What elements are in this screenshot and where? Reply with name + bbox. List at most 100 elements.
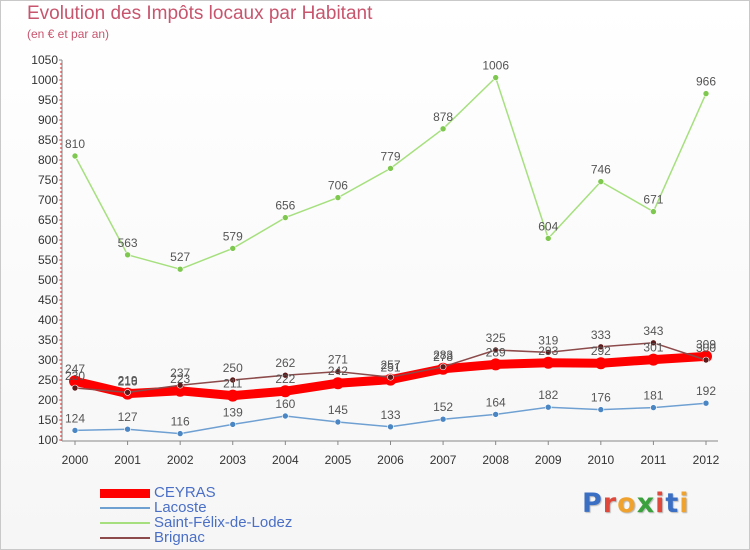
y-tick-label: 200 (38, 393, 58, 407)
data-label-ceyras: 293 (538, 344, 558, 358)
data-label-ceyras: 216 (118, 375, 138, 389)
data-point-brignac (71, 384, 79, 392)
x-tick-label: 2003 (219, 453, 246, 467)
data-label-ceyras: 292 (591, 344, 611, 358)
x-tick-label: 2009 (535, 453, 562, 467)
data-point-saint-felix-de-lodez (650, 208, 657, 215)
data-point-ceyras (174, 384, 187, 397)
y-tick-label: 100 (38, 433, 58, 447)
data-point-saint-felix-de-lodez (124, 251, 131, 259)
y-tick-label: 1050 (31, 53, 58, 67)
data-point-saint-felix-de-lodez (439, 125, 447, 133)
legend-label: Lacoste (154, 499, 207, 516)
y-tick-label: 700 (38, 193, 58, 207)
logo-letter: i (655, 488, 666, 519)
proxiti-logo: Proxiti (582, 488, 690, 519)
data-point-brignac (387, 373, 394, 381)
data-label-brignac: 300 (696, 341, 716, 355)
data-label-ceyras: 278 (433, 350, 453, 364)
data-label-ceyras: 223 (170, 372, 190, 386)
x-tick-label: 2007 (430, 453, 457, 467)
data-label-brignac: 230 (65, 369, 85, 383)
data-point-brignac (702, 356, 710, 364)
data-point-brignac (176, 381, 184, 389)
data-label-brignac: 257 (380, 358, 400, 372)
data-point-saint-felix-de-lodez (176, 265, 184, 273)
data-label-saint-felix-de-lodez: 604 (538, 219, 558, 233)
x-tick-label: 2006 (377, 453, 404, 467)
y-tick-label: 250 (38, 373, 58, 387)
y-tick-label: 400 (38, 313, 58, 327)
logo-letter: o (617, 488, 637, 519)
data-label-lacoste: 127 (118, 410, 138, 424)
y-tick-label: 550 (38, 253, 58, 267)
data-point-brignac (439, 363, 447, 371)
data-point-ceyras (542, 356, 555, 369)
data-label-brignac: 250 (223, 361, 243, 375)
data-label-saint-felix-de-lodez: 671 (643, 193, 663, 207)
x-tick-label: 2001 (114, 453, 141, 467)
data-point-brignac (124, 389, 131, 396)
x-tick-label: 2004 (272, 453, 299, 467)
data-label-saint-felix-de-lodez: 706 (328, 179, 348, 193)
data-point-saint-felix-de-lodez (229, 245, 237, 252)
legend-label: Saint-Félix-de-Lodez (154, 514, 293, 531)
data-label-saint-felix-de-lodez: 779 (380, 149, 400, 163)
data-point-lacoste (439, 415, 447, 423)
legend-swatch (100, 537, 150, 539)
data-point-saint-felix-de-lodez (387, 165, 394, 172)
data-point-ceyras (331, 377, 344, 390)
data-label-saint-felix-de-lodez: 527 (170, 250, 190, 264)
data-point-lacoste (334, 418, 342, 426)
data-label-lacoste: 139 (223, 405, 243, 419)
x-tick-label: 2008 (482, 453, 509, 467)
data-label-saint-felix-de-lodez: 966 (696, 75, 716, 89)
y-tick-label: 750 (38, 173, 58, 187)
data-point-saint-felix-de-lodez (282, 214, 289, 221)
data-point-ceyras (489, 358, 502, 371)
data-point-brignac (334, 368, 342, 375)
data-point-brignac (282, 371, 289, 379)
y-tick-label: 950 (38, 93, 58, 107)
data-label-lacoste: 133 (380, 408, 400, 422)
data-point-lacoste (71, 427, 79, 434)
data-label-lacoste: 160 (275, 397, 295, 411)
y-tick-label: 350 (38, 333, 58, 347)
data-point-brignac (597, 343, 605, 351)
logo-letter: x (636, 488, 656, 519)
data-label-lacoste: 192 (696, 384, 716, 398)
data-label-ceyras: 289 (486, 345, 506, 359)
data-label-saint-felix-de-lodez: 563 (118, 236, 138, 250)
data-label-brignac: 237 (170, 366, 190, 380)
data-point-lacoste (176, 430, 184, 437)
data-label-brignac: 343 (643, 324, 663, 338)
y-tick-label: 900 (38, 113, 58, 127)
data-point-brignac (492, 346, 499, 354)
data-label-saint-felix-de-lodez: 746 (591, 163, 611, 177)
chart-title: Evolution des Impôts locaux par Habitant (27, 3, 373, 24)
y-tick-label: 300 (38, 353, 58, 367)
data-label-lacoste: 182 (538, 388, 558, 402)
data-label-ceyras: 242 (328, 364, 348, 378)
legend-swatch (100, 488, 150, 498)
x-tick-label: 2010 (587, 453, 614, 467)
data-point-saint-felix-de-lodez (597, 178, 605, 185)
data-point-ceyras (594, 357, 607, 370)
chart-axes: 100 150 200 250 300 350 400 450 500 550 600 650 700 7… (31, 53, 719, 467)
data-point-ceyras (226, 389, 239, 402)
data-label-saint-felix-de-lodez: 579 (223, 229, 243, 243)
data-label-lacoste: 145 (328, 403, 348, 417)
data-label-lacoste: 176 (591, 391, 611, 405)
data-point-saint-felix-de-lodez (492, 74, 499, 81)
chart-data-labels: 247 216 223 211 222 242 251 278 289 293 292 301 309 1… (65, 59, 716, 429)
data-label-ceyras: 211 (223, 377, 242, 391)
data-point-saint-felix-de-lodez (334, 194, 342, 201)
y-tick-label: 800 (38, 153, 58, 167)
y-tick-label: 450 (38, 293, 58, 307)
data-point-saint-felix-de-lodez (71, 152, 79, 160)
x-tick-label: 2000 (62, 453, 89, 467)
data-point-ceyras (69, 375, 81, 388)
data-label-saint-felix-de-lodez: 810 (65, 137, 85, 151)
data-point-lacoste (229, 421, 237, 428)
x-tick-label: 2011 (641, 453, 667, 467)
